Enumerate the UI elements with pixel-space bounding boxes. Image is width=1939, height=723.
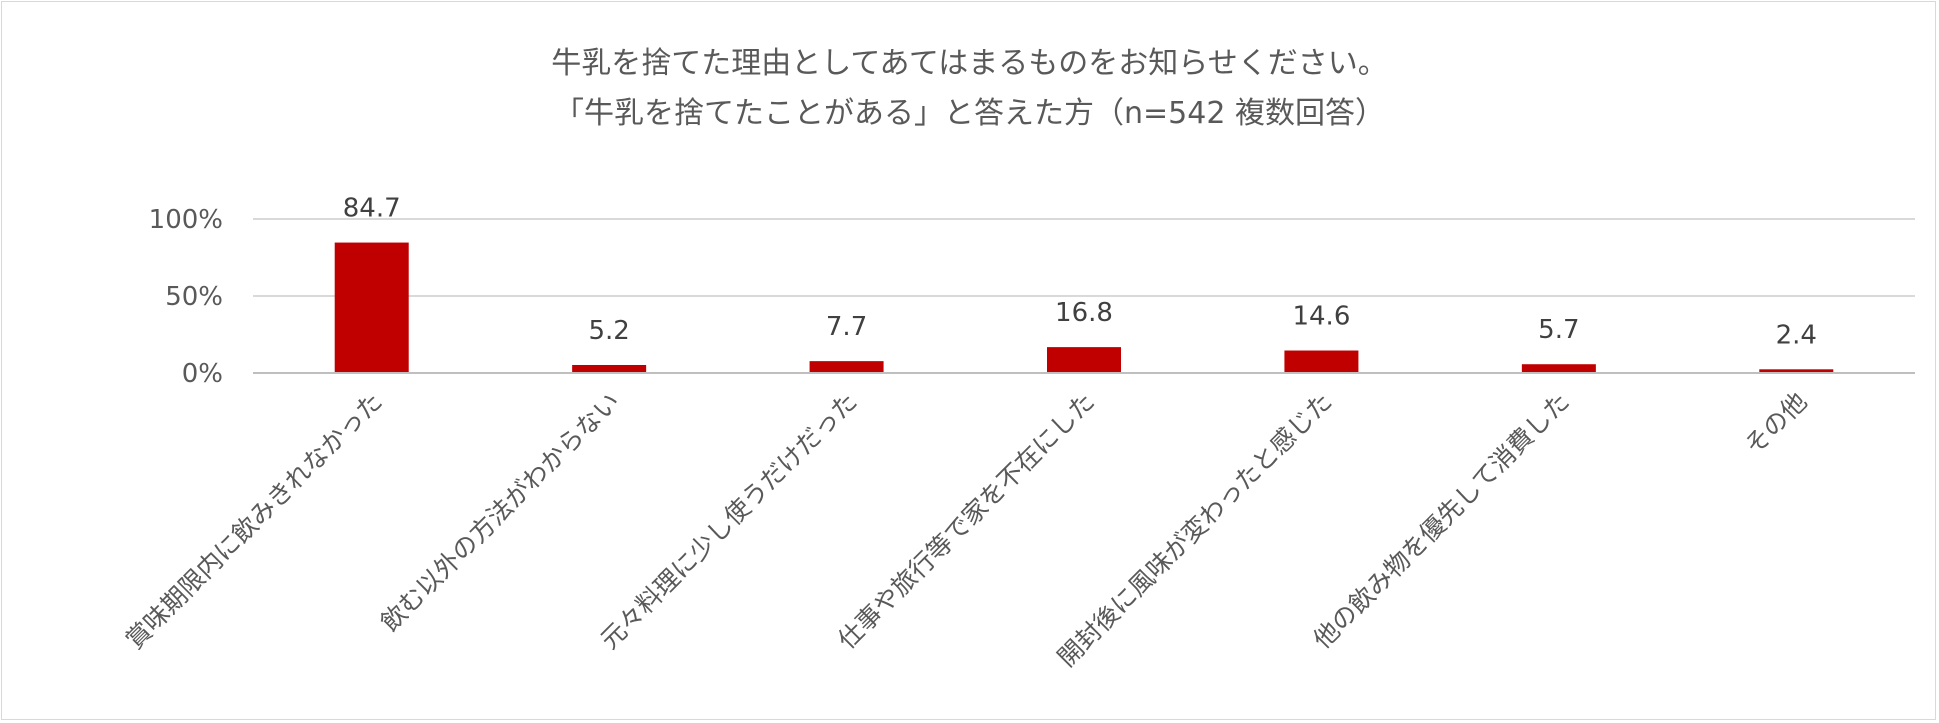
bar bbox=[1759, 369, 1834, 372]
y-tick-label: 0% bbox=[182, 359, 223, 389]
y-tick-label: 100% bbox=[149, 205, 223, 235]
data-label: 7.7 bbox=[826, 312, 867, 342]
data-label: 5.7 bbox=[1538, 315, 1579, 345]
y-tick-label: 50% bbox=[165, 282, 223, 312]
category-label: その他 bbox=[1739, 387, 1813, 461]
data-label: 5.2 bbox=[588, 316, 629, 346]
category-label: 仕事や旅行等で家を不在にした bbox=[832, 387, 1100, 655]
category-label: 元々料理に少し使うだけだった bbox=[595, 387, 863, 655]
chart-title: 牛乳を捨てた理由としてあてはまるものをお知らせください。 bbox=[551, 46, 1388, 81]
data-label: 84.7 bbox=[343, 194, 401, 224]
data-label: 14.6 bbox=[1292, 302, 1350, 332]
bar bbox=[1521, 364, 1596, 372]
bar bbox=[1047, 347, 1121, 372]
bar bbox=[1284, 350, 1359, 372]
bar bbox=[334, 242, 409, 372]
bar bbox=[809, 361, 884, 372]
category-label: 他の飲み物を優先して消費した bbox=[1308, 387, 1575, 654]
bar bbox=[572, 364, 647, 372]
category-label: 賞味期限内に飲みきれなかった bbox=[120, 387, 388, 655]
category-label: 飲む以外の方法がわからない bbox=[375, 387, 625, 637]
chart-subtitle: 「牛乳を捨てたことがある」と答えた方（n=542 複数回答） bbox=[554, 96, 1385, 131]
data-label: 16.8 bbox=[1055, 298, 1113, 328]
category-label: 開封後に風味が変わったと感じた bbox=[1052, 387, 1338, 673]
data-label: 2.4 bbox=[1776, 320, 1817, 350]
